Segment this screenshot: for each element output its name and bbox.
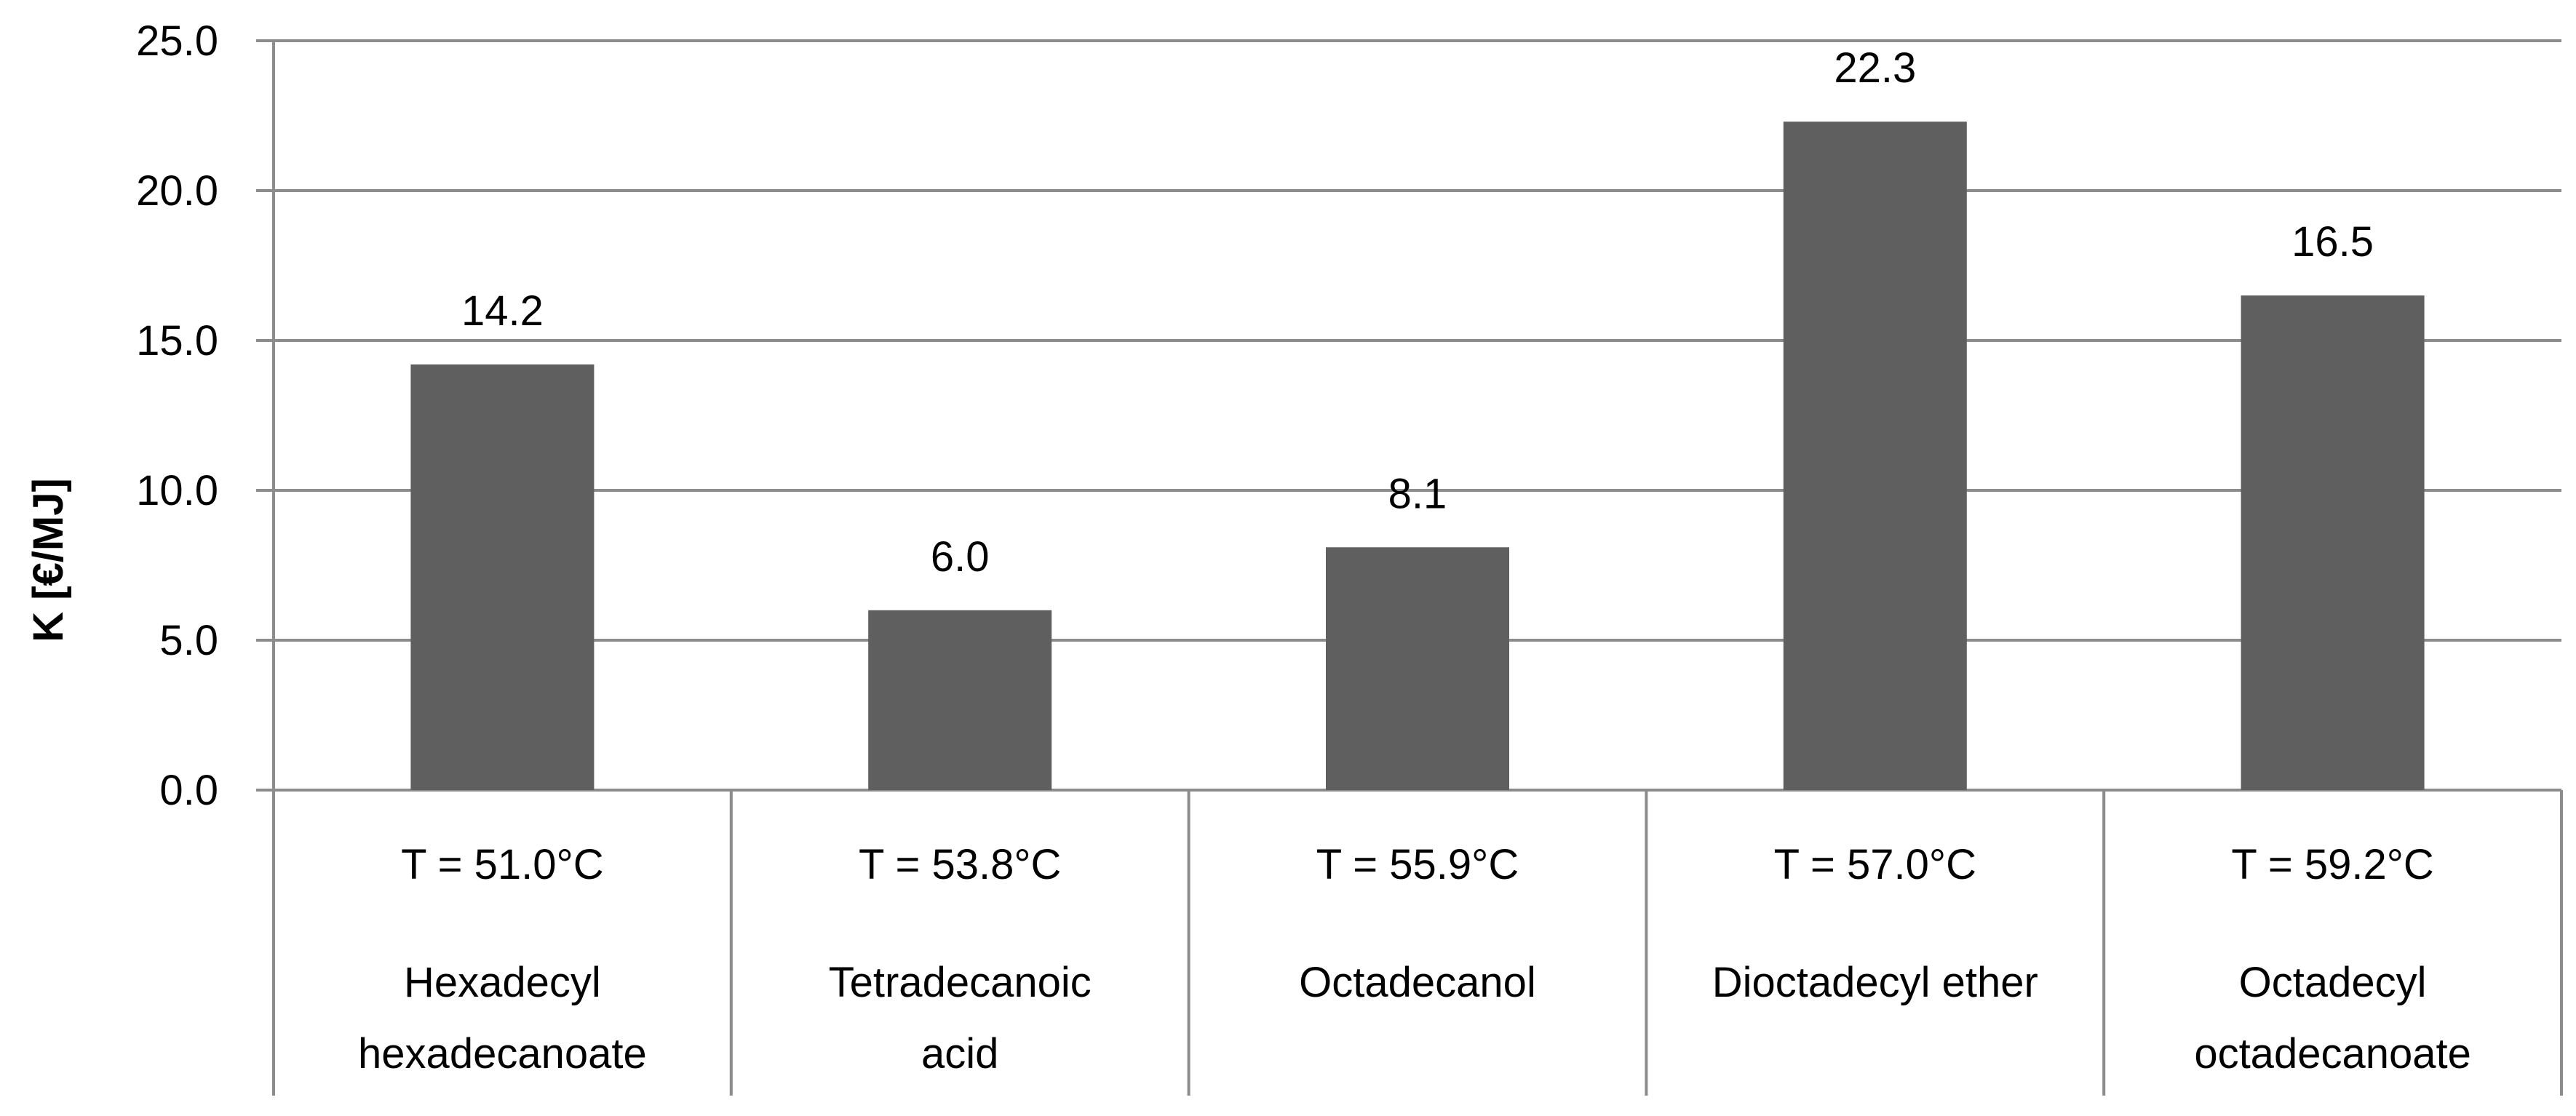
y-tick-label: 5.0 [159,617,218,664]
data-label: 6.0 [931,533,990,581]
category-name-label: octadecanoate [2194,1030,2471,1077]
data-label: 22.3 [1834,44,1916,92]
labels: 0.0 5.0 10.0 15.0 20.0 25.0 14.2 T = 51.0°C Hexa… [136,17,2471,1077]
y-tick-label: 25.0 [136,17,218,65]
category-temperature-label: T = 55.9°C [1316,841,1519,888]
bar [1783,121,1967,791]
category-name-label: acid [921,1030,998,1077]
data-label: 14.2 [461,287,544,335]
y-axis-label: K [€/MJ] [25,478,72,642]
category-temperature-label: T = 53.8°C [859,841,1061,888]
y-tick-label: 15.0 [136,317,218,364]
category-name-label: Tetradecanoic [829,959,1092,1006]
bar [410,364,595,791]
data-label: 16.5 [2291,218,2374,266]
y-tick-label: 0.0 [159,767,218,814]
category-name-label: hexadecanoate [358,1030,647,1077]
bar [1326,547,1509,790]
category-temperature-label: T = 51.0°C [401,841,603,888]
bar [868,610,1052,790]
gridlines [274,39,2561,642]
y-tick-label: 20.0 [136,167,218,215]
category-temperature-label: T = 57.0°C [1774,841,1976,888]
category-temperature-label: T = 59.2°C [2231,841,2433,888]
category-name-label: Octadecanol [1299,959,1536,1006]
category-name-label: Octadecyl [2239,959,2427,1006]
y-tick-label: 10.0 [136,467,218,514]
data-label: 8.1 [1388,470,1447,517]
bar [2241,295,2425,790]
bars [410,121,2425,791]
category-name-label: Hexadecyl [404,959,601,1006]
category-name-label: Dioctadecyl ether [1712,959,2038,1006]
